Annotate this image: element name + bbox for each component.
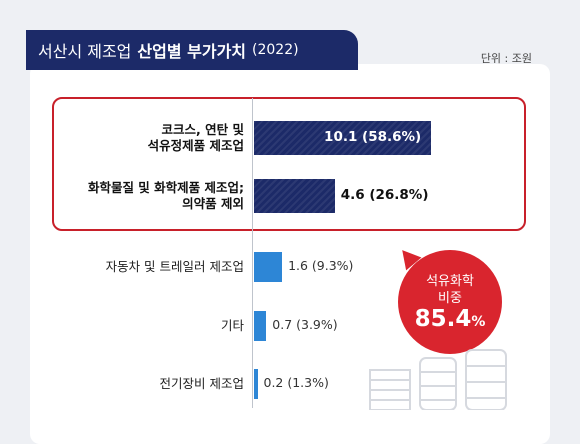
title-part2: 산업별 부가가치	[137, 42, 247, 61]
category-label-line: 기타	[220, 318, 244, 333]
chart-title: 서산시 제조업 산업별 부가가치 (2022)	[26, 30, 358, 70]
category-label: 코크스, 연탄 및 석유정제품 제조업	[44, 122, 244, 154]
bubble-value: 85.4%	[414, 306, 486, 332]
value-label: 4.6 (26.8%)	[340, 187, 429, 203]
category-label-line: 코크스, 연탄 및	[161, 122, 244, 137]
category-label-line: 자동차 및 트레일러 제조업	[105, 259, 244, 274]
share-bubble: 석유화학 비중 85.4%	[398, 250, 502, 354]
category-label-line: 석유정제품 제조업	[147, 138, 244, 153]
bubble-line2: 비중	[438, 291, 462, 306]
category-label-line: 의약품 제외	[182, 196, 244, 211]
value-label: 1.6 (9.3%)	[288, 258, 354, 273]
title-part1: 서산시 제조업	[38, 42, 132, 61]
category-label: 자동차 및 트레일러 제조업	[44, 259, 244, 275]
value-label: 10.1 (58.6%)	[324, 129, 422, 145]
category-label: 화학물질 및 화학제품 제조업; 의약품 제외	[44, 180, 244, 212]
unit-label: 단위 : 조원	[480, 52, 532, 65]
bar	[254, 121, 432, 155]
value-label: 0.7 (3.9%)	[272, 317, 338, 332]
value-label: 0.2 (1.3%)	[263, 375, 329, 390]
bar	[254, 252, 283, 282]
category-label: 기타	[44, 318, 244, 334]
bubble-line1: 석유화학	[426, 274, 474, 289]
bar	[254, 369, 258, 399]
category-label-line: 전기장비 제조업	[159, 376, 244, 391]
building-illustration	[369, 349, 507, 410]
bar	[254, 311, 267, 341]
category-label-line: 화학물질 및 화학제품 제조업;	[87, 180, 244, 195]
bar	[254, 179, 335, 213]
axis-line	[252, 98, 253, 408]
title-year: (2022)	[252, 42, 299, 58]
highlight-box	[52, 97, 526, 231]
category-label: 전기장비 제조업	[44, 376, 244, 392]
